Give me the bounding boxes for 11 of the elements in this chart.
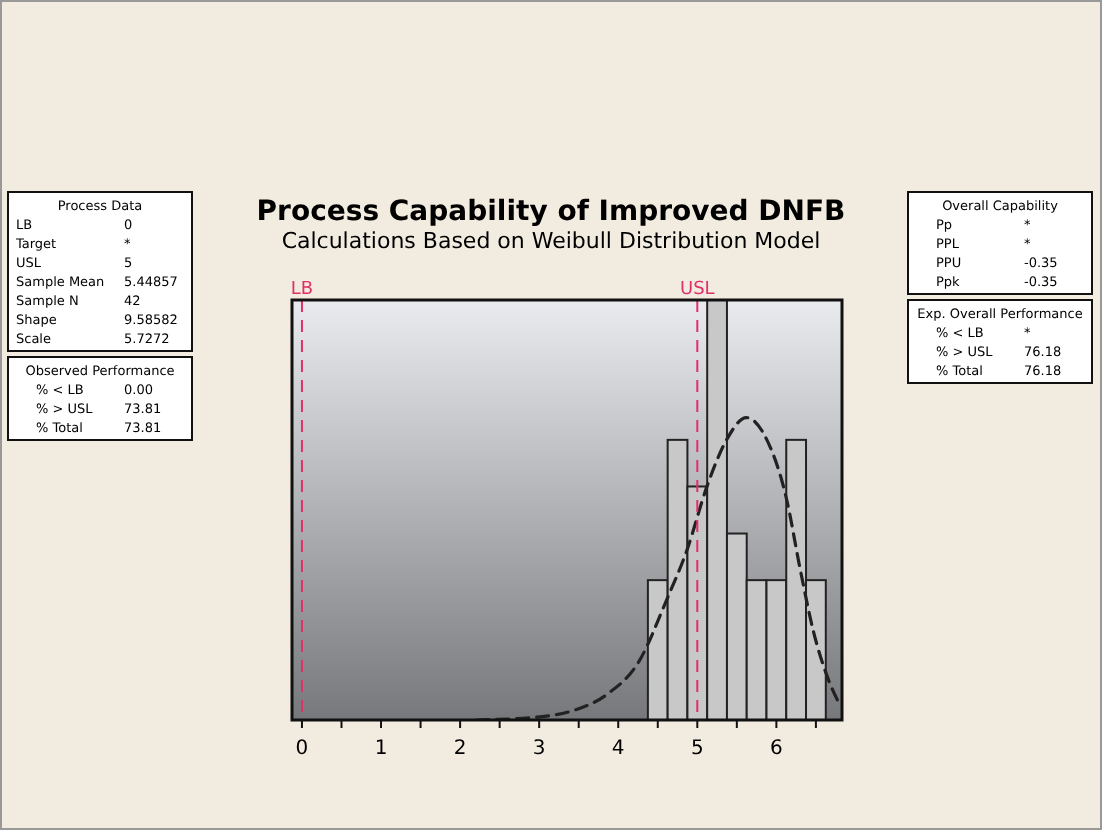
x-tick-label: 0 — [295, 738, 309, 760]
x-tick-label: 5 — [690, 738, 704, 760]
x-tick-label: 3 — [532, 738, 546, 760]
x-tick-label: 1 — [374, 738, 388, 760]
x-tick-label: 2 — [453, 738, 467, 760]
ref-line-label: USL — [679, 280, 715, 300]
x-tick-label: 4 — [611, 738, 625, 760]
chart-subtitle: Calculations Based on Weibull Distribution Model — [281, 228, 821, 254]
ref-line-label: LB — [290, 280, 314, 300]
chart-title: Process Capability of Improved DNFB — [256, 196, 846, 228]
x-tick-label: 6 — [770, 738, 783, 760]
